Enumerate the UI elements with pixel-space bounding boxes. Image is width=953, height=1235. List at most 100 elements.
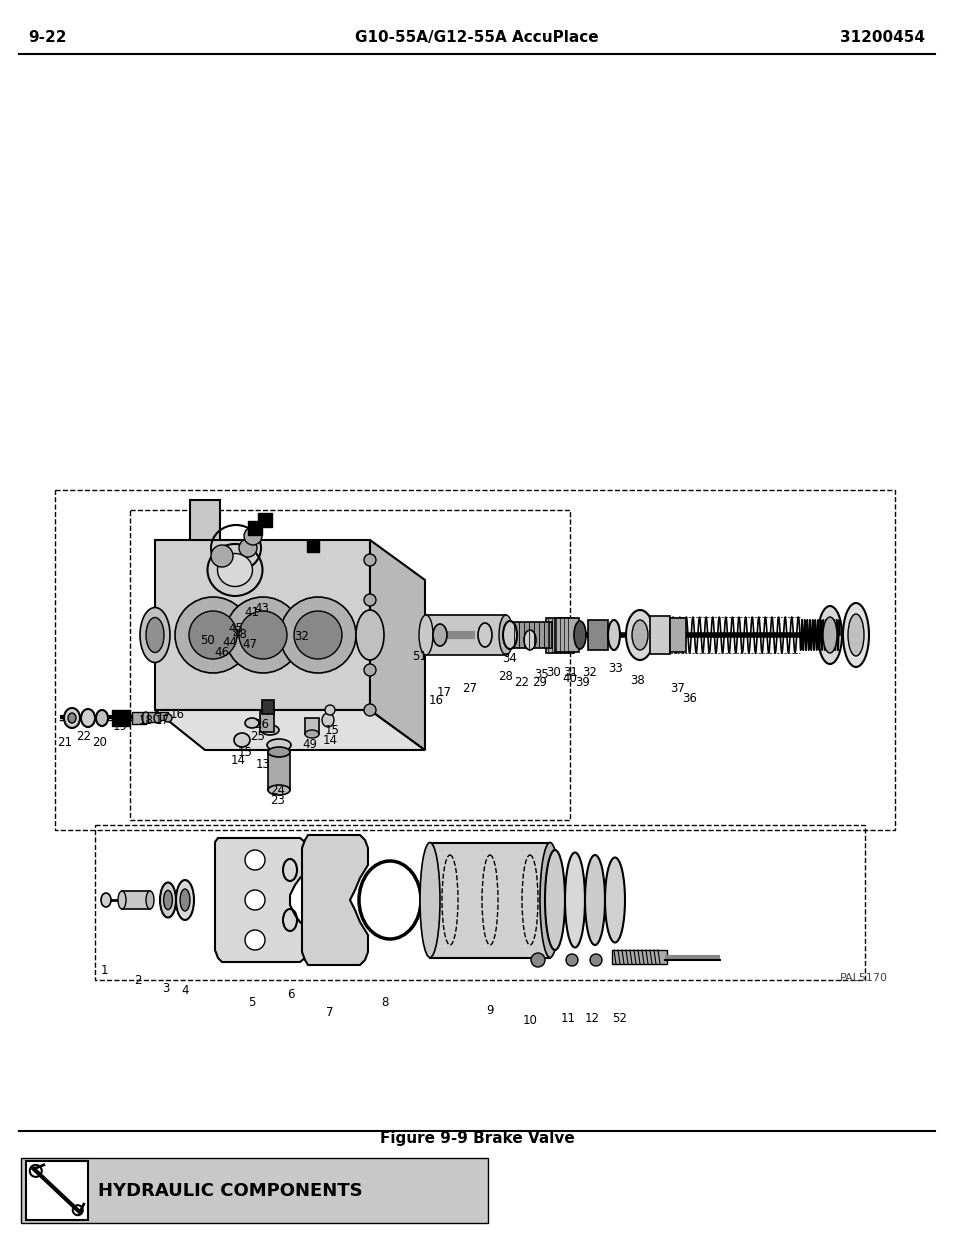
Ellipse shape	[625, 610, 654, 659]
Ellipse shape	[574, 621, 585, 650]
Text: 41: 41	[244, 605, 259, 619]
Bar	[649, 616, 669, 655]
Bar	[95, 825, 864, 981]
Text: 18: 18	[138, 714, 153, 726]
Text: 44: 44	[222, 636, 237, 648]
Circle shape	[174, 597, 251, 673]
Circle shape	[364, 704, 375, 716]
Text: 6: 6	[287, 988, 294, 1000]
Text: 52: 52	[612, 1011, 627, 1025]
Circle shape	[239, 611, 287, 659]
Ellipse shape	[233, 734, 250, 747]
Ellipse shape	[607, 620, 619, 650]
Ellipse shape	[245, 718, 258, 727]
Text: 13: 13	[255, 757, 270, 771]
Text: 31200454: 31200454	[840, 30, 924, 44]
Ellipse shape	[175, 881, 193, 920]
Text: 2: 2	[134, 973, 142, 987]
Text: 28: 28	[498, 669, 513, 683]
Ellipse shape	[502, 621, 517, 650]
Ellipse shape	[146, 890, 153, 909]
Text: 33: 33	[608, 662, 622, 674]
Ellipse shape	[68, 713, 76, 722]
Text: G10-55A/G12-55A AccuPlace: G10-55A/G12-55A AccuPlace	[355, 30, 598, 44]
Circle shape	[225, 597, 301, 673]
Bar	[612, 950, 666, 965]
Bar	[148, 713, 158, 722]
Polygon shape	[302, 835, 368, 965]
Text: 3: 3	[162, 982, 170, 994]
Text: 9: 9	[486, 1004, 494, 1016]
Circle shape	[239, 538, 256, 557]
Bar	[545, 618, 574, 653]
Text: 17: 17	[436, 685, 451, 699]
Ellipse shape	[433, 624, 447, 646]
Bar	[248, 521, 262, 535]
Ellipse shape	[180, 889, 190, 911]
Text: 37: 37	[670, 682, 684, 694]
Text: 12: 12	[584, 1011, 598, 1025]
Ellipse shape	[64, 708, 80, 727]
Text: 20: 20	[92, 736, 108, 750]
Text: 50: 50	[200, 634, 215, 646]
Circle shape	[189, 611, 236, 659]
Ellipse shape	[160, 883, 175, 918]
Polygon shape	[370, 540, 424, 750]
Text: 35: 35	[534, 667, 549, 680]
Circle shape	[245, 890, 265, 910]
Bar	[430, 844, 550, 958]
Circle shape	[565, 953, 578, 966]
Circle shape	[589, 953, 601, 966]
Ellipse shape	[267, 739, 291, 751]
Ellipse shape	[418, 615, 433, 655]
Ellipse shape	[96, 710, 108, 726]
Bar	[555, 618, 578, 652]
Polygon shape	[154, 540, 370, 710]
Text: 5: 5	[248, 995, 255, 1009]
Text: 31: 31	[563, 666, 578, 678]
Polygon shape	[214, 839, 308, 962]
Text: 47: 47	[242, 637, 257, 651]
Ellipse shape	[355, 610, 384, 659]
Ellipse shape	[822, 618, 836, 653]
Ellipse shape	[539, 842, 559, 957]
Text: 25: 25	[251, 730, 265, 742]
Text: 4: 4	[181, 983, 189, 997]
Text: 43: 43	[254, 601, 269, 615]
Text: 45: 45	[229, 621, 243, 635]
Bar	[112, 710, 130, 726]
Ellipse shape	[523, 630, 536, 650]
Circle shape	[294, 611, 341, 659]
Text: 21: 21	[57, 736, 72, 748]
Text: 14: 14	[322, 734, 337, 746]
Bar	[307, 540, 318, 552]
Ellipse shape	[101, 893, 111, 906]
Bar	[426, 615, 505, 655]
Bar	[260, 710, 274, 732]
Ellipse shape	[817, 606, 841, 664]
Polygon shape	[154, 710, 424, 750]
Text: 46: 46	[214, 646, 230, 658]
Text: 51: 51	[412, 650, 427, 662]
Text: 38: 38	[630, 673, 644, 687]
Text: 19: 19	[112, 720, 128, 732]
Text: 10: 10	[522, 1014, 537, 1026]
Bar	[26, 1161, 88, 1220]
Circle shape	[245, 930, 265, 950]
Ellipse shape	[146, 618, 164, 652]
Text: 32: 32	[582, 666, 597, 678]
Text: 29: 29	[532, 676, 547, 688]
Ellipse shape	[81, 709, 95, 727]
Text: 24: 24	[271, 783, 285, 797]
Ellipse shape	[584, 855, 604, 945]
Bar	[160, 713, 168, 720]
Text: 39: 39	[575, 676, 590, 688]
Circle shape	[531, 953, 544, 967]
Polygon shape	[190, 500, 220, 559]
Text: 22: 22	[76, 730, 91, 742]
Ellipse shape	[498, 615, 513, 655]
Ellipse shape	[322, 713, 334, 727]
Text: 22: 22	[514, 676, 529, 688]
Text: 32: 32	[294, 630, 309, 642]
Bar	[132, 713, 146, 724]
